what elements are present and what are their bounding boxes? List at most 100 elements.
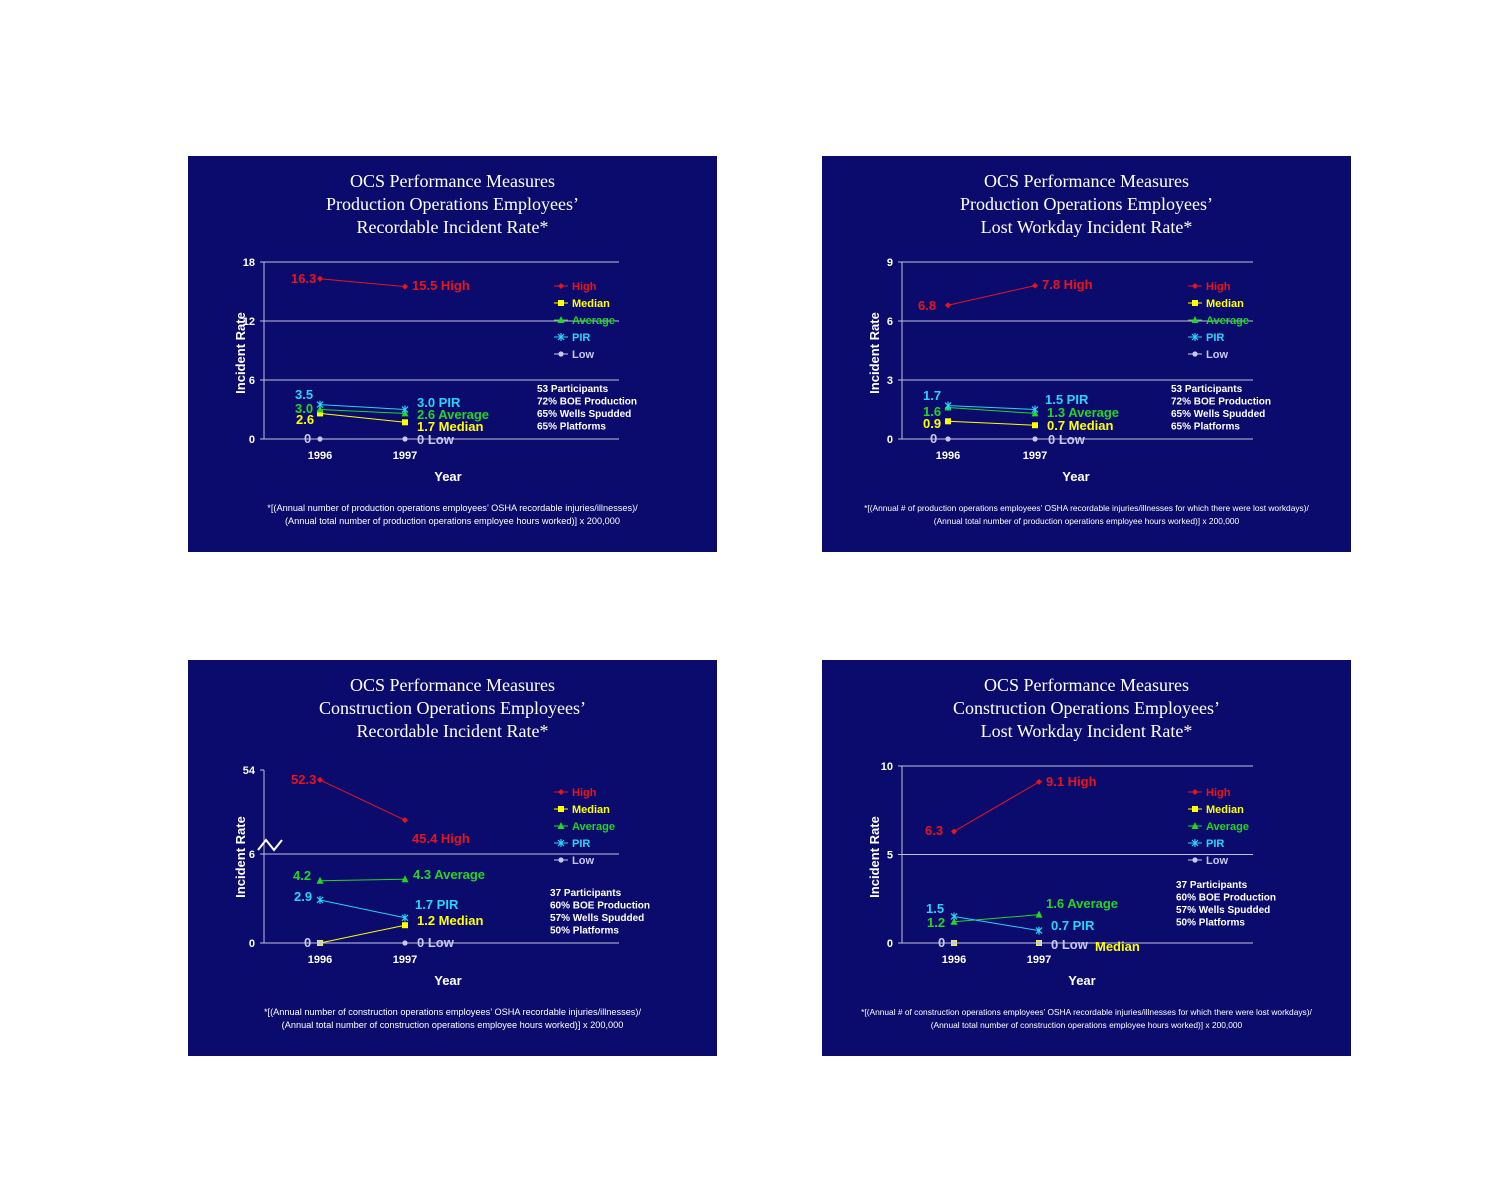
data-label-pir: 1.5 PIR: [1045, 392, 1089, 407]
data-label-average: 1.6: [923, 404, 941, 419]
marker-average: [1191, 822, 1199, 829]
legend-label: Median: [1206, 804, 1244, 816]
series-line-high: [953, 781, 1040, 832]
y-tick-label: 9: [887, 257, 893, 269]
marker-high: [1192, 789, 1198, 795]
marker-median: [1192, 300, 1198, 306]
data-label-low: 0 Low: [417, 432, 455, 447]
data-label-median: 0.7 Median: [1047, 418, 1114, 433]
legend-label: Low: [572, 855, 594, 867]
data-label-pir: 1.5: [926, 901, 944, 916]
marker-high: [402, 283, 408, 290]
slide-footnote: *[(Annual # of production operations emp…: [822, 502, 1351, 528]
title-line: Lost Workday Incident Rate*: [980, 217, 1193, 237]
series-line-average: [319, 878, 406, 882]
data-label-high: 45.4 High: [412, 831, 470, 846]
marker-median: [558, 300, 564, 306]
data-label-high: 16.3: [291, 271, 316, 286]
title-line: Production Operations Employees’: [960, 194, 1213, 214]
y-tick-label: 6: [249, 375, 255, 387]
x-tick-label: 1996: [936, 450, 960, 462]
marker-pir: [1191, 839, 1199, 847]
footnote-line: *[(Annual number of production operation…: [267, 503, 638, 513]
marker-high: [558, 789, 564, 795]
series-line-average: [953, 914, 1040, 923]
participant-note: 65% Wells Spudded: [1171, 409, 1265, 420]
series-line-average: [947, 407, 1036, 414]
legend-label: Low: [1206, 855, 1228, 867]
y-tick-label: 0: [249, 434, 255, 446]
slide-footnote: *[(Annual number of construction operati…: [188, 1006, 717, 1032]
data-label-high: 6.3: [925, 823, 943, 838]
footnote-line: *[(Annual number of construction operati…: [263, 1007, 642, 1017]
marker-high: [1036, 778, 1042, 785]
participant-note: 72% BOE Production: [1171, 397, 1271, 408]
x-axis-label: Year: [434, 469, 461, 484]
marker-high: [317, 275, 323, 282]
data-label-high: 52.3: [291, 772, 316, 787]
legend-label: Low: [1206, 349, 1228, 361]
data-label-average: 2.6 Average: [417, 407, 489, 422]
series-line-median: [319, 412, 406, 423]
participant-note: 65% Platforms: [1171, 422, 1240, 433]
chart-slide-construction-recordable: 0 6 54 1996 1997 Year Incident Rate 52.3 45.4 Hi…: [188, 660, 717, 1056]
data-label-pir: 3.5: [295, 387, 313, 402]
data-label-average: 1.6 Average: [1046, 896, 1118, 911]
series-line-high: [319, 779, 406, 821]
legend-label: Average: [572, 821, 615, 833]
y-tick-label: 0: [249, 938, 255, 950]
data-label-median: 1.2 Median: [417, 913, 484, 928]
legend-label: Median: [1206, 298, 1244, 310]
footnote-line: (Annual total number of production opera…: [933, 516, 1240, 526]
title-line: Construction Operations Employees’: [319, 698, 586, 718]
participant-note: 53 Participants: [537, 384, 609, 395]
marker-median: [1192, 806, 1198, 812]
marker-pir: [1035, 926, 1043, 935]
data-label-pir: 0.7 PIR: [1051, 918, 1095, 933]
legend-label: Low: [572, 349, 594, 361]
footnote-line: (Annual total number of production opera…: [284, 516, 621, 526]
participant-note: 57% Wells Spudded: [1176, 905, 1270, 916]
y-tick-label: 5: [887, 850, 893, 862]
marker-low: [1036, 940, 1042, 946]
y-axis-label: Incident Rate: [867, 312, 882, 394]
marker-low: [945, 436, 951, 442]
y-tick-label: 0: [887, 434, 893, 446]
marker-low: [317, 436, 323, 442]
legend-label: PIR: [572, 838, 590, 850]
series-line-high: [947, 285, 1036, 306]
chart-svg: 0 5 10 1996 1997 Year Incident Rate 6.3 9.1 High…: [867, 761, 1276, 988]
legend-label: PIR: [572, 332, 590, 344]
participant-note: 53 Participants: [1171, 384, 1243, 395]
marker-pir: [557, 333, 565, 341]
title-line: Lost Workday Incident Rate*: [980, 721, 1193, 741]
series-line-pir: [953, 915, 1040, 932]
legend-label: High: [572, 787, 597, 799]
data-label-pir: 2.9: [294, 889, 312, 904]
data-label-pir: 1.7 PIR: [415, 897, 459, 912]
marker-low: [402, 940, 408, 946]
marker-median: [317, 410, 323, 417]
x-tick-label: 1997: [393, 954, 417, 966]
x-axis-label: Year: [1068, 973, 1095, 988]
marker-average: [401, 875, 409, 883]
data-label-median: Median: [1095, 939, 1140, 954]
data-label-pir: 3.0 PIR: [417, 395, 461, 410]
data-label-average: 3.0: [295, 401, 313, 416]
participant-note: 60% BOE Production: [550, 901, 650, 912]
series-line-average: [319, 409, 406, 414]
series-line-high: [319, 278, 406, 288]
marker-median: [558, 806, 564, 812]
title-line: Construction Operations Employees’: [953, 698, 1220, 718]
series-line-median: [319, 924, 406, 944]
marker-low: [1192, 857, 1198, 863]
data-label-median: 1.7 Median: [417, 419, 484, 434]
marker-pir: [944, 401, 952, 410]
y-tick-label: 18: [243, 257, 255, 269]
marker-low: [317, 940, 323, 946]
data-label-low: 0: [930, 431, 937, 446]
legend-label: Average: [1206, 821, 1249, 833]
participant-note: 57% Wells Spudded: [550, 913, 644, 924]
data-label-median: 2.6: [296, 412, 314, 427]
chart-slide-production-recordable: 0 6 12 18 1996 1997 Year Incident Rate 16.3 15.5 …: [188, 156, 717, 552]
